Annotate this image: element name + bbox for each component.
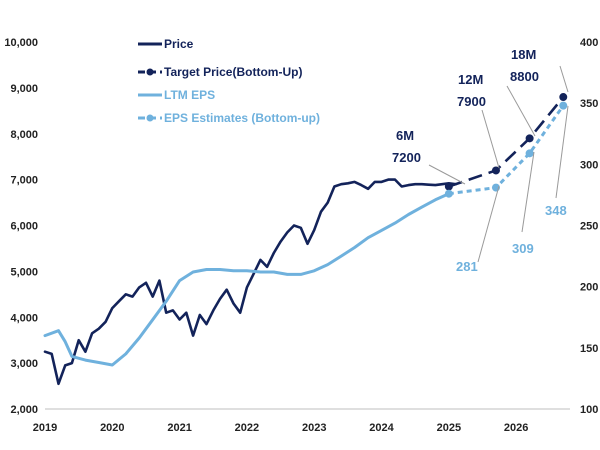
left-axis-tick-label: 6,000	[10, 221, 38, 233]
legend-target-label: Target Price(Bottom-Up)	[164, 65, 302, 79]
left-axis-tick-label: 5,000	[10, 266, 38, 278]
series-line-1	[448, 96, 565, 188]
x-axis-tick-label: 2026	[504, 422, 528, 434]
callout-line-6m	[428, 164, 466, 185]
right-axis-tick-label: 200	[580, 282, 598, 294]
left-axis-tick-label: 2,000	[10, 404, 38, 416]
left-axis-tick-label: 7,000	[10, 175, 38, 187]
legend-eps-est-label: EPS Estimates (Bottom-up)	[164, 111, 320, 125]
annotation-12m-label: 12M	[458, 72, 483, 87]
annotation-eps-309: 309	[512, 241, 534, 256]
callout-line-top	[559, 65, 569, 93]
annotation-12m-value: 7900	[457, 94, 486, 109]
left-axis-tick-label: 3,000	[10, 358, 38, 370]
series-line-0	[43, 178, 457, 386]
annotation-eps-348: 348	[545, 203, 567, 218]
x-axis-tick-label: 2024	[369, 422, 394, 434]
right-axis-tick-label: 400	[580, 37, 598, 49]
x-axis-tick-label: 2025	[437, 422, 461, 434]
legend-target-marker	[146, 68, 154, 76]
annotation-18m-value: 8800	[510, 69, 539, 84]
legend-eps-est-marker	[146, 114, 154, 122]
series-marker-3	[525, 149, 534, 158]
legend-ltm-label: LTM EPS	[164, 88, 215, 102]
left-axis-tick-label: 8,000	[10, 129, 38, 141]
right-axis-tick-label: 250	[580, 221, 598, 233]
series-marker-3	[559, 101, 568, 110]
annotation-eps-281: 281	[456, 259, 478, 274]
left-axis-tick-label: 10,000	[4, 37, 38, 49]
callout-line-eps-309	[521, 151, 535, 233]
x-axis-tick-label: 2022	[235, 422, 259, 434]
callout-line-12m	[481, 109, 500, 169]
left-axis-tick-label: 9,000	[10, 83, 38, 95]
series-marker-1	[559, 93, 568, 102]
series-marker-1	[491, 166, 500, 175]
annotation-6m-value: 7200	[392, 150, 421, 165]
callout-line-eps-348	[555, 105, 569, 199]
x-axis-tick-label: 2021	[167, 422, 191, 434]
right-axis-tick-label: 350	[580, 98, 598, 110]
left-axis-tick-label: 4,000	[10, 312, 38, 324]
x-axis-tick-label: 2019	[33, 422, 57, 434]
series-marker-1	[525, 134, 534, 143]
series-line-3	[448, 104, 565, 196]
series-marker-3	[444, 189, 453, 198]
right-axis-tick-label: 300	[580, 159, 598, 171]
right-axis-tick-label: 100	[580, 404, 598, 416]
annotation-18m-label: 18M	[511, 47, 536, 62]
series-marker-1	[444, 182, 453, 191]
series-line-2	[43, 192, 451, 367]
annotation-6m-label: 6M	[396, 128, 414, 143]
callout-line-eps-281	[477, 185, 500, 263]
right-axis-tick-label: 150	[580, 343, 598, 355]
x-axis-tick-label: 2020	[100, 422, 124, 434]
x-axis-tick-label: 2023	[302, 422, 326, 434]
legend-price-label: Price	[164, 37, 194, 51]
callout-line-18m	[506, 85, 536, 137]
